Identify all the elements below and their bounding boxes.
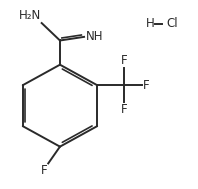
Text: NH: NH [86,30,103,43]
Text: F: F [121,54,128,67]
Text: Cl: Cl [166,17,178,30]
Text: H₂N: H₂N [18,9,41,22]
Text: F: F [143,79,150,92]
Text: H: H [145,17,154,30]
Text: F: F [121,103,128,116]
Text: F: F [41,164,47,177]
